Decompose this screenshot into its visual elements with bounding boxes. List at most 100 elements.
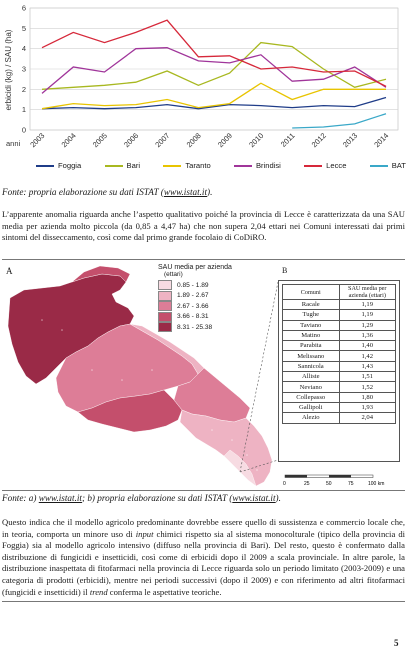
series-line-taranto (41, 82, 386, 110)
map-legend-class-2: 1.89 - 2.67 (158, 290, 268, 302)
map-legend-range-3: 2.67 - 3.66 (177, 302, 209, 310)
table-row: Tughe 1,19 (282, 309, 396, 321)
x-tick-2012: 2012 (310, 131, 328, 149)
table-cell-comune: Sannicola (282, 360, 340, 373)
table-header-comuni: Comuni (282, 284, 340, 300)
table-row: Matino 1,36 (282, 329, 396, 342)
legend-swatch-bari (104, 164, 123, 167)
y-axis-label: erbicidi (kg) / SAU (ha) (4, 29, 13, 110)
map-legend-swatch-2 (158, 290, 172, 301)
herbicide-chart: 0 1 2 3 4 5 6 2003 2004 2005 2006 2007 2008 2009 2010… (0, 0, 408, 182)
table-row: Parabita 1,40 (282, 340, 396, 352)
caption2-part1: Fonte: a) (2, 493, 39, 503)
scale-label-100: 100 km (368, 481, 384, 487)
legend-label-foggia: Foggia (58, 161, 82, 170)
chart-series (41, 19, 387, 129)
puglia-map (7, 265, 273, 487)
caption1-suffix: ). (207, 187, 213, 197)
y-tick-1: 1 (22, 105, 26, 114)
figure-caption-2: Fonte: a) www.istat.it; b) propria elabo… (2, 493, 402, 503)
legend-taranto: Taranto (163, 161, 211, 170)
x-tick-2004: 2004 (60, 131, 78, 149)
connector-line-top (239, 281, 279, 473)
caption1-link[interactable]: www.istat.it (163, 187, 208, 197)
legend-foggia: Foggia (36, 161, 81, 170)
table-cell-sau: 1,51 (338, 371, 396, 383)
table-cell-comune: Racale (282, 298, 340, 311)
page-number: 5 (394, 638, 399, 648)
legend-swatch-bat (369, 164, 388, 167)
paragraph-2: Questo indica che il modello agricolo pr… (2, 517, 405, 603)
x-tick-2005: 2005 (91, 131, 109, 149)
map-legend-unit: (ettari) (164, 271, 183, 278)
x-tick-2008: 2008 (185, 131, 203, 149)
y-tick-2: 2 (22, 85, 26, 94)
x-tick-labels: 2003 2004 2005 2006 2007 2008 2009 2010 2011 2012… (28, 131, 390, 149)
table-cell-comune: Alliste (282, 371, 340, 383)
series-line-lecce (41, 19, 387, 87)
y-tick-4: 4 (22, 44, 26, 53)
map-label-b: B (282, 266, 288, 275)
map-gargano (71, 265, 131, 283)
table-row: Alezio 2,04 (282, 412, 396, 424)
table-header-sau: SAU media per azienda (ettari) (338, 284, 396, 300)
table-cell-comune: Matino (282, 329, 340, 342)
map-legend-class-1: 0.85 - 1.89 (158, 280, 268, 291)
scale-label-50: 50 (326, 481, 332, 487)
map-legend-range-1: 0.85 - 1.89 (177, 281, 209, 289)
legend-label-lecce: Lecce (326, 161, 347, 170)
map-salento-tip (223, 449, 257, 487)
scale-label-0: 0 (283, 481, 286, 487)
map-legend: SAU media per azienda (ettari) 0.85 - 1.… (158, 264, 268, 333)
table-row: Neviano 1,52 (282, 381, 396, 393)
table-row: Gallipoli 1,93 (282, 401, 396, 414)
table-cell-sau: 1,80 (338, 391, 396, 403)
table-cell-sau: 1,36 (338, 329, 396, 342)
map-legend-range-5: 8.31 - 25.38 (177, 323, 213, 331)
legend-swatch-foggia (36, 164, 54, 167)
caption2-link2[interactable]: www.istat.it (232, 493, 276, 503)
table-cell-sau: 1,29 (338, 319, 396, 331)
legend-label-taranto: Taranto (185, 161, 211, 170)
map-legend-range-4: 3.66 - 8.31 (177, 313, 209, 321)
table-row: Collepasso 1,80 (282, 391, 396, 403)
table-cell-sau: 1,43 (338, 360, 396, 373)
table-row: Racale 1,19 (282, 298, 396, 311)
legend-label-bat: BAT (391, 161, 406, 170)
caption2-link1[interactable]: www.istat.it (38, 493, 82, 503)
legend-bari: Bari (104, 161, 141, 170)
caption1-prefix: Fonte: propria elaborazione su dati ISTA… (2, 187, 164, 197)
paragraph2-text-3: conferma le aspettative teoriche. (107, 586, 222, 597)
table-row: Taviano 1,29 (282, 319, 396, 331)
table-cell-comune: Neviano (282, 381, 340, 393)
table-row: Melissano 1,42 (282, 350, 396, 362)
legend-label-brindisi: Brindisi (255, 161, 281, 170)
map-legend-class-3: 2.67 - 3.66 (158, 301, 268, 312)
table-cell-comune: Alezio (282, 412, 340, 424)
map-legend-class-4: 3.66 - 8.31 (158, 311, 268, 323)
table-cell-comune: Taviano (282, 319, 340, 331)
y-tick-5: 5 (22, 24, 26, 33)
map-legend-swatch-3 (158, 301, 172, 312)
table-row: Alliste 1,51 (282, 371, 396, 383)
figure-caption-1: Fonte: propria elaborazione su dati ISTA… (2, 187, 402, 197)
x-tick-2010: 2010 (247, 131, 265, 149)
table-cell-comune: Parabita (282, 340, 340, 352)
paragraph2-text-1: Questo indica che il modello agricolo pr… (2, 517, 405, 539)
caption2-part3: ). (275, 493, 281, 503)
legend-label-bari: Bari (126, 161, 141, 170)
paragraph-1: L’apparente anomalia riguarda anche l’as… (2, 209, 405, 243)
paragraph2-italic-trend: trend (89, 586, 108, 597)
table-cell-sau: 1,19 (338, 309, 396, 321)
municipality-borders (41, 319, 258, 471)
map-legend-swatch-1 (158, 280, 172, 291)
table-cell-sau: 1,19 (338, 298, 396, 311)
legend-swatch-brindisi (233, 164, 252, 167)
x-tick-2009: 2009 (216, 131, 234, 149)
table-cell-sau: 2,04 (338, 412, 396, 424)
table-cell-comune: Melissano (282, 350, 340, 362)
legend-swatch-taranto (163, 164, 182, 167)
x-tick-2003: 2003 (28, 131, 46, 149)
table-cell-sau: 1,42 (338, 350, 396, 362)
table-row: Sannicola 1,43 (282, 360, 396, 373)
